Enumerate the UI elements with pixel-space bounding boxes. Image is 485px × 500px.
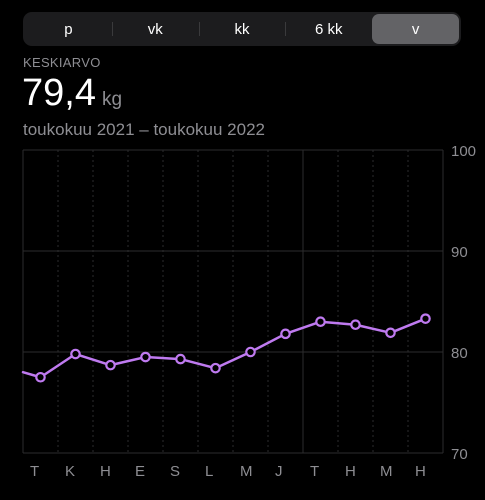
data-point [175, 353, 186, 365]
segment-six-months[interactable]: 6 kk [285, 14, 372, 44]
y-tick-label: 80 [451, 345, 468, 362]
data-point [105, 359, 116, 371]
x-tick-label: M [240, 463, 253, 480]
average-value-group: 79,4 kg [22, 74, 122, 112]
data-point [35, 371, 46, 383]
x-tick-label: S [170, 463, 180, 480]
time-range-selector: p vk kk 6 kk v [23, 12, 461, 46]
x-tick-label: L [205, 463, 213, 480]
date-range: toukokuu 2021 – toukokuu 2022 [23, 120, 265, 139]
x-tick-label: E [135, 463, 145, 480]
x-tick-label: J [275, 463, 283, 480]
data-point [245, 346, 256, 358]
x-tick-label: K [65, 463, 75, 480]
average-value: 79,4 [22, 72, 96, 114]
y-tick-label: 70 [451, 446, 468, 463]
x-tick-label: H [415, 463, 426, 480]
x-tick-label: H [100, 463, 111, 480]
x-tick-label: H [345, 463, 356, 480]
segment-year[interactable]: v [372, 14, 459, 44]
x-tick-label: T [310, 463, 319, 480]
average-unit: kg [101, 89, 123, 110]
x-tick-label: M [380, 463, 393, 480]
y-tick-label: 100 [451, 143, 476, 160]
data-point [140, 351, 151, 363]
segment-day[interactable]: p [64, 20, 73, 38]
data-point [385, 327, 396, 339]
x-tick-label: T [30, 463, 39, 480]
data-point [280, 328, 291, 340]
data-point [210, 362, 221, 374]
segment-week[interactable]: vk [111, 14, 199, 44]
segment-month[interactable]: kk [198, 14, 286, 44]
y-tick-label: 90 [451, 244, 468, 261]
data-point [315, 316, 326, 327]
average-label: KESKIARVO [23, 55, 101, 70]
data-point [350, 319, 361, 331]
series-line [21, 317, 427, 379]
data-point [420, 313, 431, 324]
data-point [70, 348, 81, 360]
